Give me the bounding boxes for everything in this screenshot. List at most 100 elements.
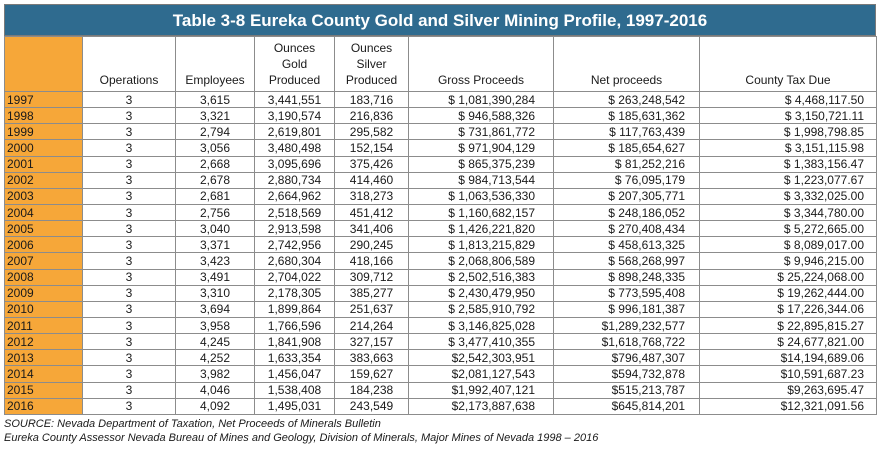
cell-county-tax-due: $ 8,089,017.00 <box>699 236 877 254</box>
cell-employees: 4,252 <box>175 349 255 367</box>
cell-operations: 3 <box>82 107 176 125</box>
cell-year: 2004 <box>4 203 83 222</box>
header-gold-produced: Ounces Gold Produced <box>254 36 335 92</box>
cell-silver-produced: 375,426 <box>334 155 409 173</box>
cell-net-proceeds: $ 270,408,434 <box>553 220 700 238</box>
cell-gold-produced: 2,704,022 <box>254 268 335 286</box>
cell-employees: 3,491 <box>175 268 255 286</box>
cell-operations: 3 <box>82 300 176 318</box>
cell-gold-produced: 1,766,596 <box>254 316 335 335</box>
cell-net-proceeds: $ 458,613,325 <box>553 236 700 254</box>
cell-net-proceeds: $1,618,768,722 <box>553 333 700 351</box>
cell-gross-proceeds: $ 2,502,516,383 <box>408 268 554 286</box>
cell-gross-proceeds: $ 865,375,239 <box>408 155 554 173</box>
cell-employees: 3,982 <box>175 365 255 383</box>
cell-silver-produced: 341,406 <box>334 220 409 238</box>
cell-year: 1998 <box>4 107 83 125</box>
cell-gold-produced: 1,456,047 <box>254 365 335 383</box>
cell-employees: 3,321 <box>175 107 255 125</box>
cell-net-proceeds: $645,814,201 <box>553 397 700 415</box>
cell-year: 2015 <box>4 381 83 399</box>
cell-county-tax-due: $ 1,998,798.85 <box>699 123 877 141</box>
cell-gold-produced: 3,441,551 <box>254 90 335 109</box>
cell-silver-produced: 243,549 <box>334 397 409 415</box>
cell-county-tax-due: $ 24,677,821.00 <box>699 333 877 351</box>
cell-employees: 3,615 <box>175 90 255 109</box>
source-line-1: SOURCE: Nevada Department of Taxation, N… <box>4 417 381 430</box>
cell-employees: 3,040 <box>175 220 255 238</box>
cell-operations: 3 <box>82 316 176 335</box>
cell-net-proceeds: $ 568,268,997 <box>553 252 700 270</box>
cell-county-tax-due: $ 19,262,444.00 <box>699 284 877 302</box>
table-row: 2007 3 3,423 2,680,304 418,166 $ 2,068,806,58… <box>4 252 877 270</box>
header-silver-line-2: Silver <box>356 57 387 71</box>
cell-gold-produced: 1,495,031 <box>254 397 335 415</box>
cell-operations: 3 <box>82 187 176 205</box>
cell-net-proceeds: $ 996,181,387 <box>553 300 700 318</box>
cell-employees: 3,056 <box>175 139 255 157</box>
cell-county-tax-due: $ 1,223,077.67 <box>699 171 877 189</box>
cell-county-tax-due: $ 3,151,115.98 <box>699 139 877 157</box>
table-row: 1997 3 3,615 3,441,551 183,716 $ 1,081,390,28… <box>4 90 877 109</box>
cell-gold-produced: 2,880,734 <box>254 171 335 189</box>
cell-operations: 3 <box>82 397 176 415</box>
cell-gross-proceeds: $ 2,430,479,950 <box>408 284 554 302</box>
header-gold-line-1: Ounces <box>273 41 316 55</box>
cell-net-proceeds: $ 185,654,627 <box>553 139 700 157</box>
cell-gross-proceeds: $2,081,127,543 <box>408 365 554 383</box>
header-operations: Operations <box>82 36 176 92</box>
cell-operations: 3 <box>82 365 176 383</box>
cell-net-proceeds: $ 207,305,771 <box>553 187 700 205</box>
cell-county-tax-due: $ 5,272,665.00 <box>699 220 877 238</box>
header-silver-produced: Ounces Silver Produced <box>334 36 409 92</box>
cell-silver-produced: 414,460 <box>334 171 409 189</box>
cell-year: 2006 <box>4 236 83 254</box>
cell-county-tax-due: $ 4,468,117.50 <box>699 90 877 109</box>
cell-silver-produced: 184,238 <box>334 381 409 399</box>
cell-county-tax-due: $10,591,687.23 <box>699 365 877 383</box>
cell-gross-proceeds: $ 1,063,536,330 <box>408 187 554 205</box>
cell-gross-proceeds: $ 2,585,910,792 <box>408 300 554 318</box>
cell-gold-produced: 3,480,498 <box>254 139 335 157</box>
cell-silver-produced: 183,716 <box>334 90 409 109</box>
table-row: 2001 3 2,668 3,095,696 375,426 $ 865,375,239 $… <box>4 155 877 173</box>
cell-silver-produced: 152,154 <box>334 139 409 157</box>
cell-gold-produced: 2,680,304 <box>254 252 335 270</box>
cell-net-proceeds: $ 81,252,216 <box>553 155 700 173</box>
cell-silver-produced: 295,582 <box>334 123 409 141</box>
header-row: Operations Employees Ounces Gold Produce… <box>4 36 877 92</box>
table-body: 1997 3 3,615 3,441,551 183,716 $ 1,081,390,28… <box>4 90 877 415</box>
cell-gross-proceeds: $ 1,081,390,284 <box>408 90 554 109</box>
cell-employees: 4,092 <box>175 397 255 415</box>
cell-county-tax-due: $ 3,150,721.11 <box>699 107 877 125</box>
cell-operations: 3 <box>82 252 176 270</box>
header-year <box>4 36 83 92</box>
cell-gold-produced: 2,619,801 <box>254 123 335 141</box>
cell-net-proceeds: $ 185,631,362 <box>553 107 700 125</box>
cell-silver-produced: 216,836 <box>334 107 409 125</box>
header-silver-line-1: Ounces <box>350 41 393 55</box>
cell-gold-produced: 2,664,962 <box>254 187 335 205</box>
cell-gross-proceeds: $1,992,407,121 <box>408 381 554 399</box>
table-row: 2012 3 4,245 1,841,908 327,157 $ 3,477,410,35… <box>4 333 877 351</box>
cell-net-proceeds: $ 263,248,542 <box>553 90 700 109</box>
cell-operations: 3 <box>82 220 176 238</box>
table-row: 1998 3 3,321 3,190,574 216,836 $ 946,588,326 $… <box>4 107 877 125</box>
cell-operations: 3 <box>82 203 176 222</box>
cell-operations: 3 <box>82 139 176 157</box>
table-row: 2015 3 4,046 1,538,408 184,238 $1,992,407,121… <box>4 381 877 399</box>
cell-county-tax-due: $ 1,383,156.47 <box>699 155 877 173</box>
table-row: 2013 3 4,252 1,633,354 383,663 $2,542,303,951… <box>4 349 877 367</box>
table-row: 2005 3 3,040 2,913,598 341,406 $ 1,426,221,82… <box>4 220 877 238</box>
cell-county-tax-due: $ 22,895,815.27 <box>699 316 877 335</box>
header-silver-line-3: Produced <box>345 73 398 87</box>
table-row: 2016 3 4,092 1,495,031 243,549 $2,173,887,638… <box>4 397 877 415</box>
cell-silver-produced: 214,264 <box>334 316 409 335</box>
cell-employees: 4,245 <box>175 333 255 351</box>
source-line-2: Eureka County Assessor Nevada Bureau of … <box>4 431 599 444</box>
cell-gross-proceeds: $ 971,904,129 <box>408 139 554 157</box>
cell-year: 2012 <box>4 333 83 351</box>
cell-year: 2003 <box>4 187 83 205</box>
cell-employees: 2,756 <box>175 203 255 222</box>
header-county-tax-due: County Tax Due <box>699 36 877 92</box>
